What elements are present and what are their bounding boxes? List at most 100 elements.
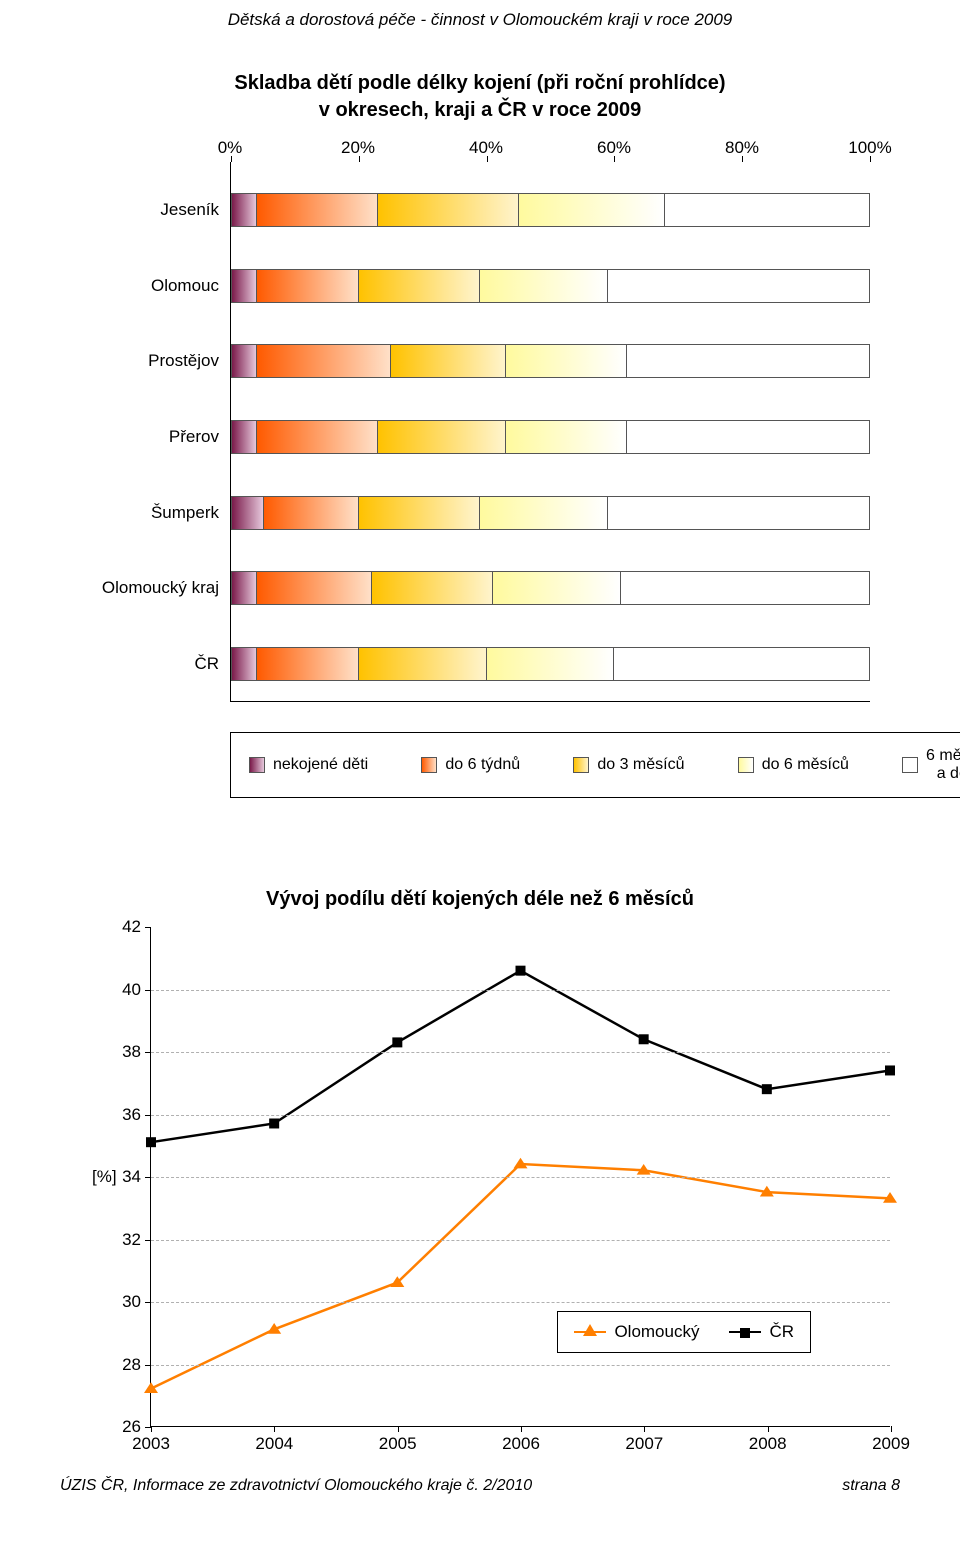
bar-category-label: Přerov (169, 427, 231, 447)
legend-label: nekojené děti (273, 756, 368, 774)
bar-category-label: Šumperk (151, 503, 231, 523)
bar-segment (257, 421, 378, 453)
legend-swatch (738, 757, 754, 773)
legend-item: nekojené děti (249, 747, 368, 783)
stacked-legend: nekojené děti do 6 týdnů do 3 měsíců do 6 m… (230, 732, 960, 798)
bar-stack (231, 647, 870, 681)
legend-swatch (573, 757, 589, 773)
bar-segment (480, 497, 607, 529)
x-tick-label: 2006 (502, 1434, 540, 1454)
bar-stack (231, 344, 870, 378)
bar-category-label: Olomouc (151, 276, 231, 296)
bar-category-label: Jeseník (160, 200, 231, 220)
bar-segment (391, 345, 506, 377)
bar-stack (231, 496, 870, 530)
bar-segment (232, 572, 257, 604)
bar-segment (232, 421, 257, 453)
legend-label: Olomoucký (614, 1322, 699, 1342)
legend-label: do 3 měsíců (597, 756, 684, 774)
x-tick-label: 2004 (255, 1434, 293, 1454)
legend-item: ČR (729, 1322, 794, 1342)
bar-segment (608, 270, 869, 302)
legend-item: Olomoucký (574, 1322, 699, 1342)
bar-stack (231, 571, 870, 605)
x-axis-top: 0%20%40%60%80%100% (230, 138, 870, 162)
x-tick-label: 0% (218, 138, 243, 158)
bar-segment (372, 572, 493, 604)
bar-row: Šumperk (231, 496, 870, 530)
page-footer: ÚZIS ČR, Informace ze zdravotnictví Olom… (60, 1477, 900, 1495)
bar-segment (359, 497, 480, 529)
bar-segment (257, 270, 359, 302)
bar-segment (614, 648, 869, 680)
bar-segment (257, 572, 372, 604)
bar-segment (506, 345, 627, 377)
x-tick-label: 2007 (625, 1434, 663, 1454)
bar-segment (627, 421, 869, 453)
stacked-bar-chart: Skladba dětí podle délky kojení (při roč… (90, 70, 870, 798)
x-tick-label: 60% (597, 138, 631, 158)
bar-segment (257, 194, 378, 226)
bar-segment (378, 194, 518, 226)
bar-segment (257, 345, 391, 377)
bar-category-label: Olomoucký kraj (102, 578, 231, 598)
legend-item: do 6 měsíců (738, 747, 849, 783)
line-plot-area: OlomouckýČR 2628303234363840422003200420… (150, 927, 890, 1427)
bar-segment (232, 648, 257, 680)
bar-segment (519, 194, 666, 226)
bar-segment (359, 648, 486, 680)
bar-stack (231, 420, 870, 454)
bar-segment (232, 345, 257, 377)
x-tick-label: 100% (848, 138, 891, 158)
bar-stack (231, 193, 870, 227)
bar-segment (487, 648, 614, 680)
x-tick-label: 80% (725, 138, 759, 158)
x-tick-label: 2009 (872, 1434, 910, 1454)
bar-segment (665, 194, 869, 226)
document-header: Dětská a dorostová péče - činnost v Olom… (60, 10, 900, 30)
bar-category-label: Prostějov (148, 351, 231, 371)
legend-item: do 3 měsíců (573, 747, 684, 783)
bar-segment (232, 270, 257, 302)
line-chart-title: Vývoj podílu dětí kojených déle než 6 mě… (60, 888, 900, 911)
legend-label: do 6 měsíců (762, 756, 849, 774)
bar-segment (232, 194, 257, 226)
bar-stack (231, 269, 870, 303)
bar-segment (264, 497, 360, 529)
bar-row: Jeseník (231, 193, 870, 227)
bar-row: Přerov (231, 420, 870, 454)
legend-swatch (421, 757, 437, 773)
bar-row: Olomouc (231, 269, 870, 303)
x-tick-label: 2003 (132, 1434, 170, 1454)
bar-segment (480, 270, 607, 302)
legend-item: 6 měsícůa déle (902, 747, 960, 783)
legend-label: do 6 týdnů (445, 756, 520, 774)
x-tick-label: 20% (341, 138, 375, 158)
bar-segment (493, 572, 620, 604)
bar-row: Olomoucký kraj (231, 571, 870, 605)
bar-segment (359, 270, 480, 302)
legend-label: 6 měsícůa déle (926, 747, 960, 783)
bar-segment (232, 497, 264, 529)
bar-segment (506, 421, 627, 453)
bar-segment (621, 572, 869, 604)
bar-category-label: ČR (194, 654, 231, 674)
legend-label: ČR (769, 1322, 794, 1342)
footer-left: ÚZIS ČR, Informace ze zdravotnictví Olom… (60, 1477, 532, 1495)
x-tick-label: 2005 (379, 1434, 417, 1454)
bar-row: ČR (231, 647, 870, 681)
stacked-chart-title: Skladba dětí podle délky kojení (při roč… (90, 70, 870, 124)
bar-row: Prostějov (231, 344, 870, 378)
stacked-plot-area: Jeseník Olomouc Prostějov Přerov Šumperk Olom… (230, 162, 870, 702)
line-legend: Olomoucký ČR (557, 1311, 811, 1353)
bar-segment (257, 648, 359, 680)
footer-right: strana 8 (842, 1477, 900, 1495)
bar-segment (627, 345, 869, 377)
x-tick-label: 40% (469, 138, 503, 158)
legend-swatch (902, 757, 918, 773)
line-chart-section: Vývoj podílu dětí kojených déle než 6 mě… (60, 888, 900, 1427)
legend-swatch (249, 757, 265, 773)
bar-segment (378, 421, 505, 453)
bar-segment (608, 497, 869, 529)
legend-item: do 6 týdnů (421, 747, 520, 783)
